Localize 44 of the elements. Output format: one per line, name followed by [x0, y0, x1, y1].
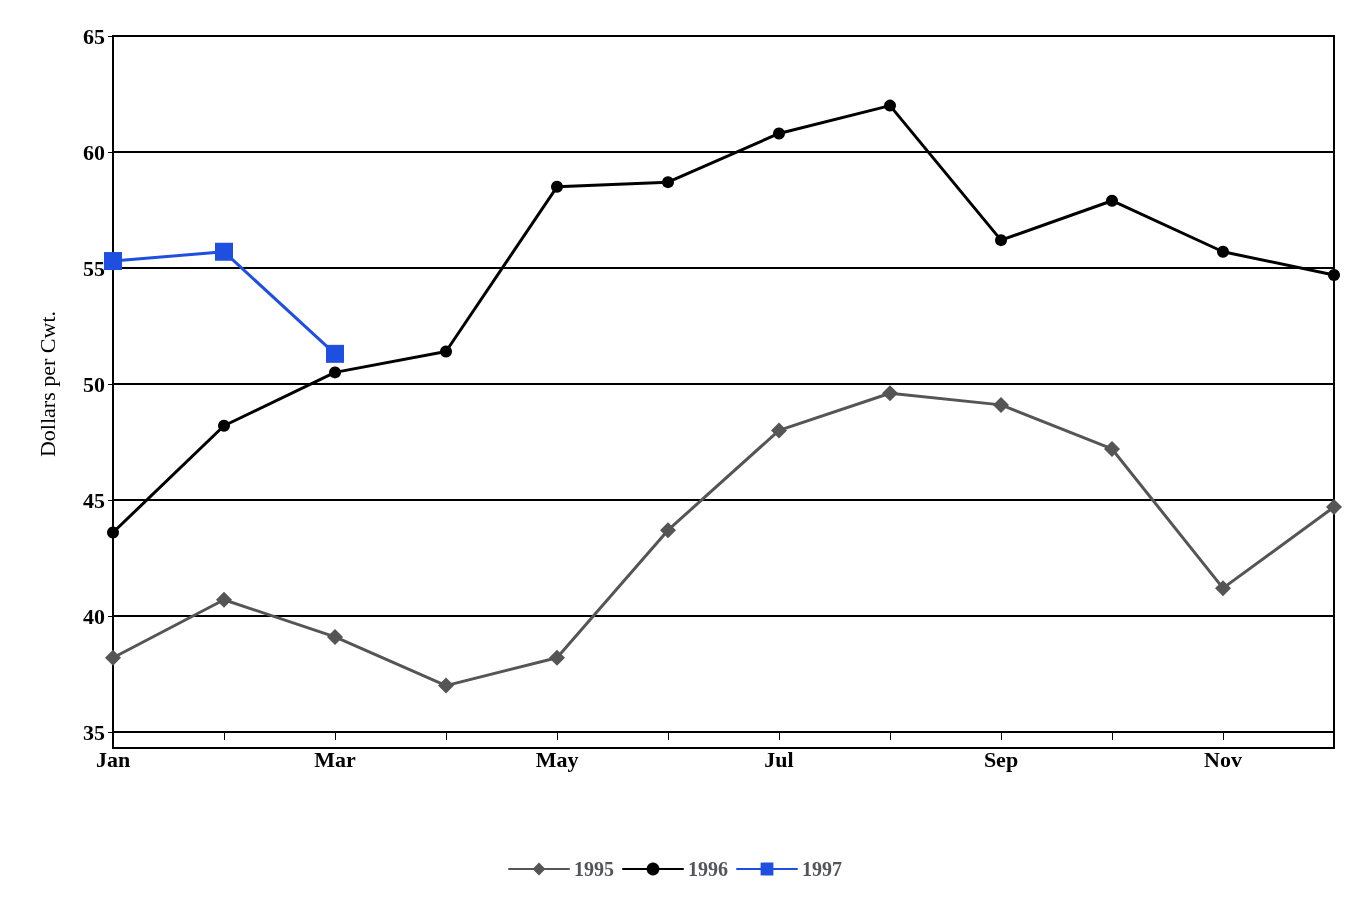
y-tick-label: 55 — [83, 255, 105, 281]
point — [438, 677, 454, 694]
point — [105, 649, 121, 666]
legend-label: 1997 — [802, 858, 842, 880]
point — [329, 366, 341, 379]
x-tick-label: Jul — [764, 746, 794, 772]
point — [327, 628, 343, 645]
point — [993, 396, 1009, 413]
x-tick-label: May — [535, 746, 579, 772]
legend-label: 1996 — [688, 858, 728, 880]
point — [882, 385, 898, 402]
point — [1217, 245, 1229, 258]
point — [216, 591, 232, 608]
point — [1328, 268, 1340, 281]
point — [995, 234, 1007, 247]
point — [107, 526, 119, 539]
x-tick-label: Nov — [1204, 746, 1242, 772]
y-tick-label: 60 — [83, 139, 105, 165]
point — [773, 127, 785, 140]
point — [1106, 194, 1118, 207]
point — [218, 419, 230, 432]
point — [660, 522, 676, 539]
y-tick-label: 50 — [83, 371, 105, 397]
point — [326, 344, 344, 363]
point — [771, 422, 787, 439]
point — [662, 176, 674, 189]
point — [551, 180, 563, 193]
point — [104, 252, 122, 271]
point — [1215, 580, 1231, 597]
y-tick-label: 40 — [83, 603, 105, 629]
point — [884, 99, 896, 112]
y-axis-title: Dollars per Cwt. — [34, 310, 60, 458]
point — [1326, 498, 1342, 515]
legend-label: 1995 — [574, 858, 614, 880]
point — [215, 242, 233, 261]
x-tick-label: Mar — [314, 746, 356, 772]
point — [1104, 440, 1120, 457]
x-tick-label: Jan — [95, 746, 131, 772]
y-tick-label: 65 — [83, 23, 105, 49]
point — [440, 345, 452, 358]
point — [549, 649, 565, 666]
y-tick-label: 45 — [83, 487, 105, 513]
y-tick-label: 35 — [83, 719, 105, 745]
x-tick-label: Sep — [983, 746, 1019, 772]
